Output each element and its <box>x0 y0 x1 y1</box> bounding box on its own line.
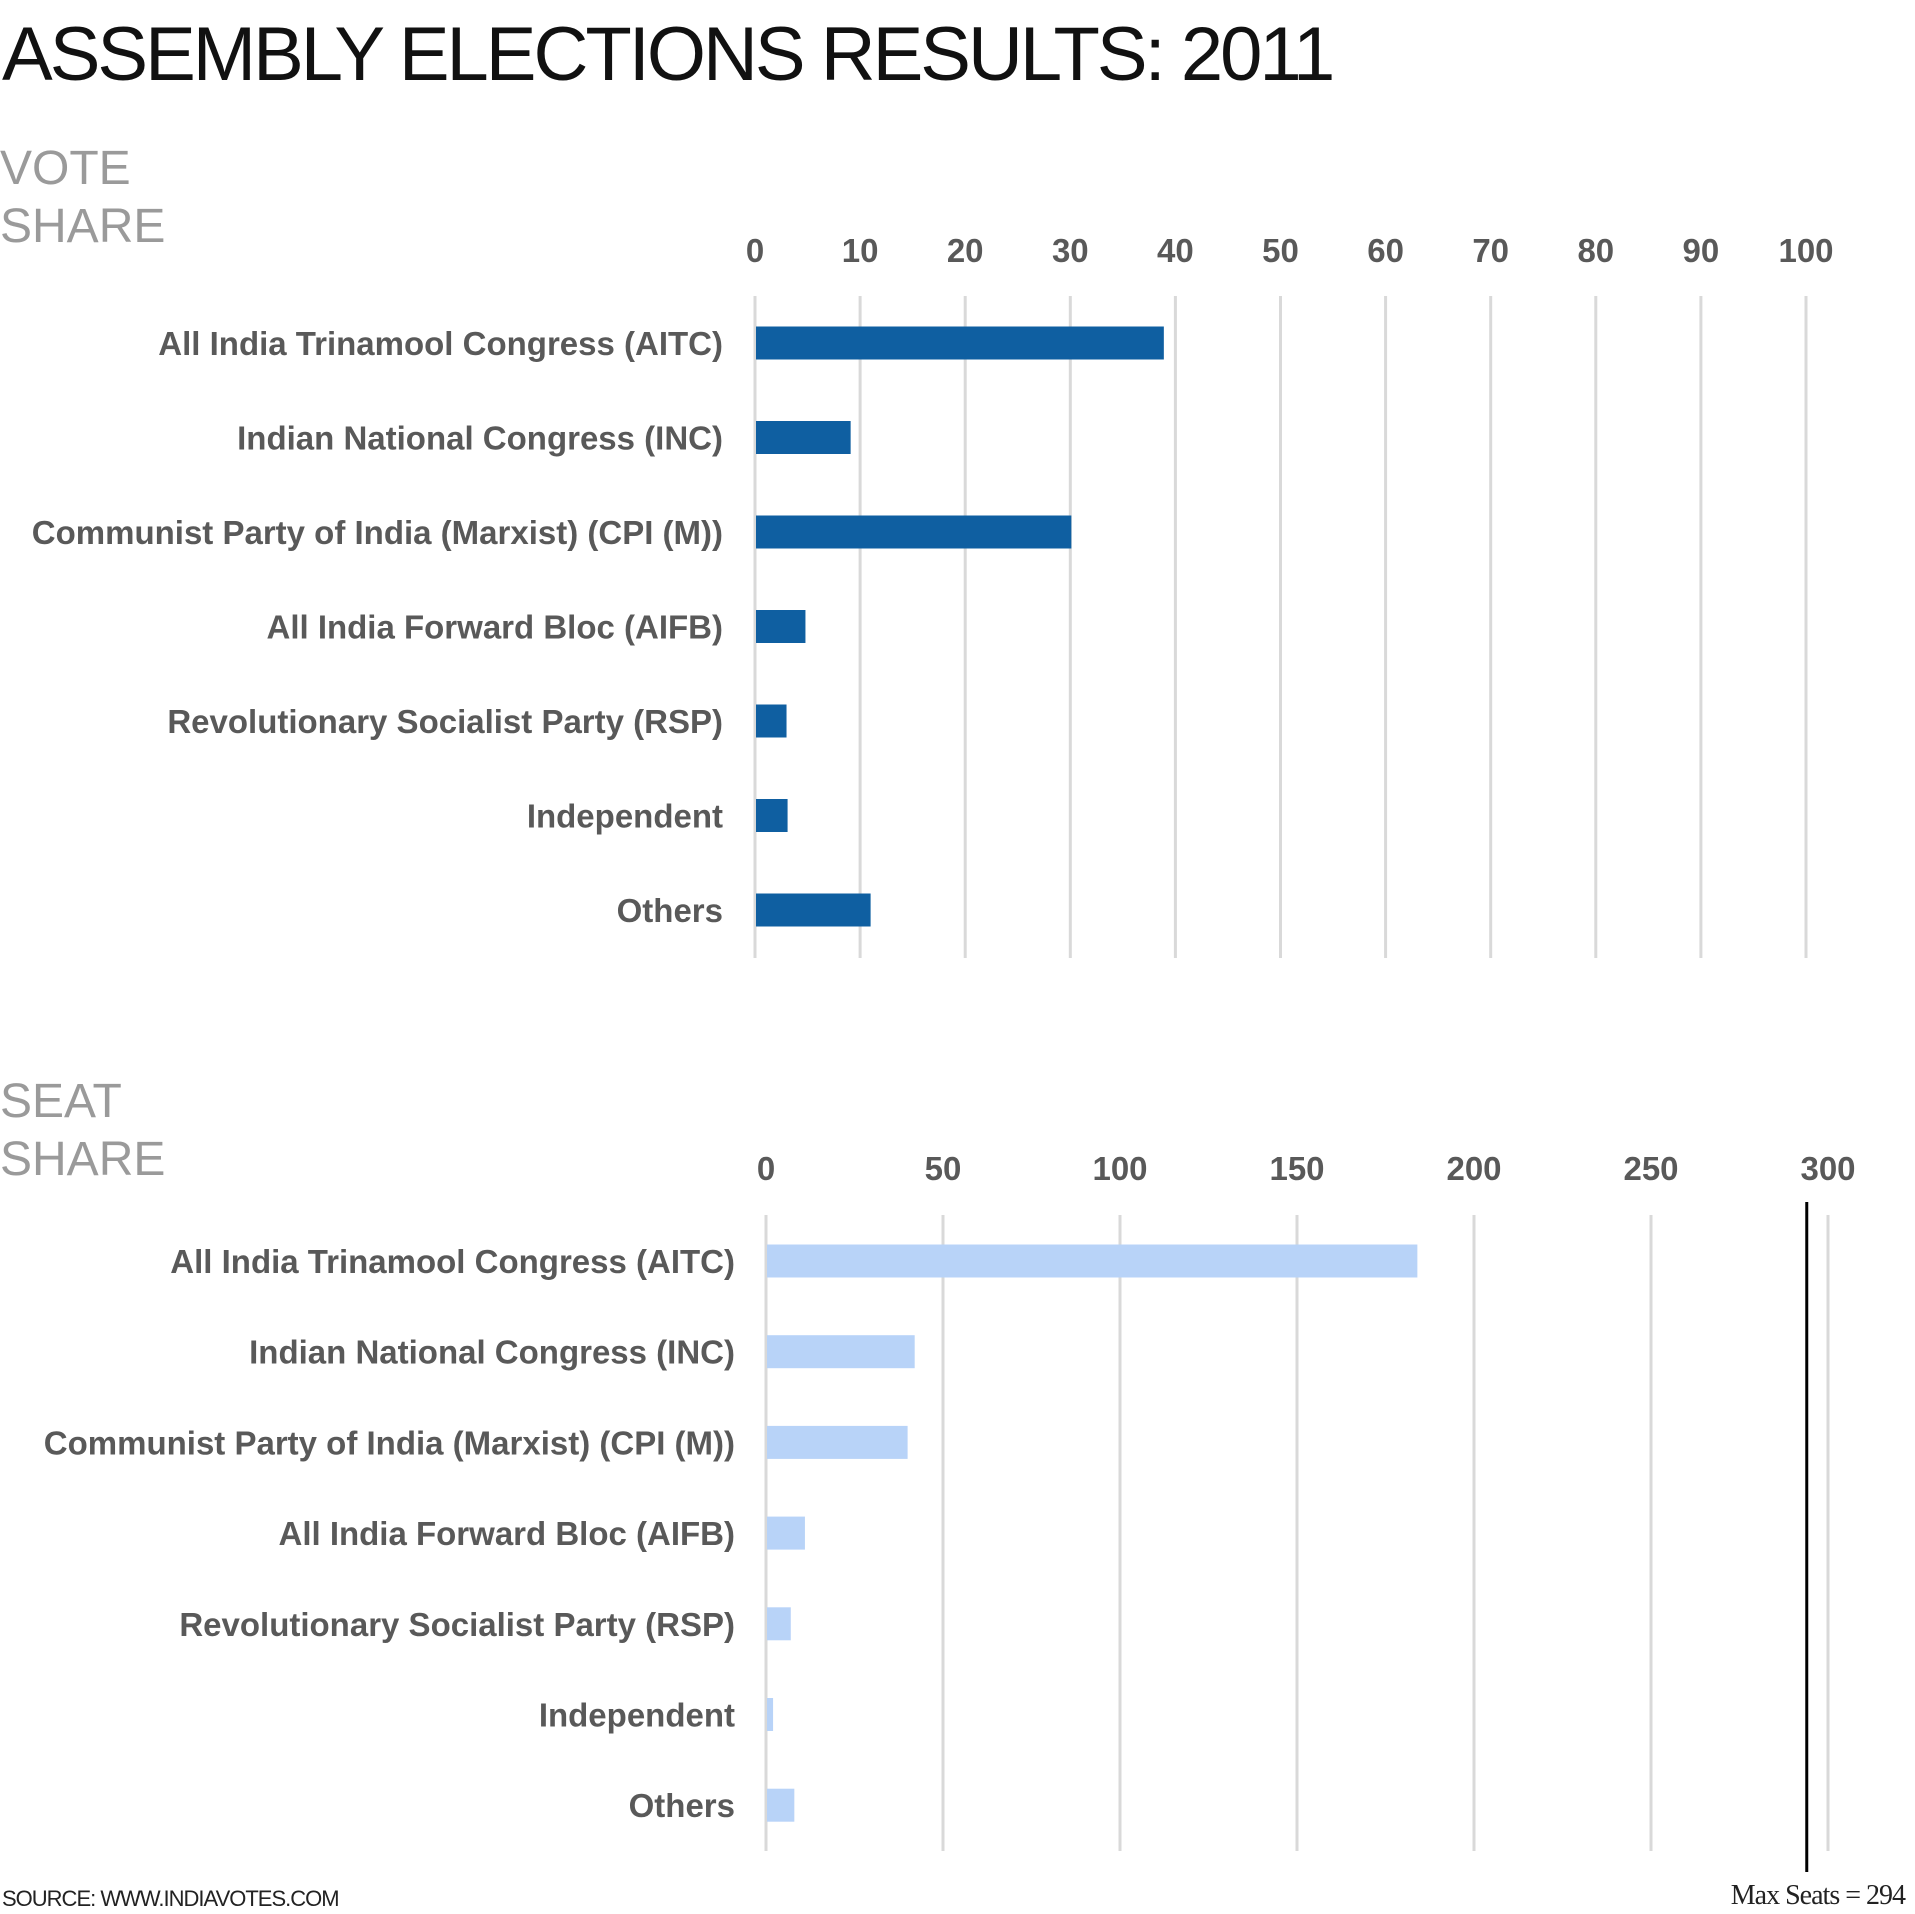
vote-category-label: Others <box>617 892 723 929</box>
seat-category-label: All India Trinamool Congress (AITC) <box>170 1243 735 1280</box>
seat-category-label: Independent <box>539 1697 735 1734</box>
vote-tick-label: 80 <box>1577 232 1614 269</box>
seat-category-label: Revolutionary Socialist Party (RSP) <box>179 1606 735 1643</box>
seat-tick-label: 300 <box>1800 1150 1855 1187</box>
page-title: ASSEMBLY ELECTIONS RESULTS: 2011 <box>2 12 1335 97</box>
vote-category-label: Indian National Congress (INC) <box>237 420 723 457</box>
vote-bar <box>756 893 871 927</box>
vote-bar <box>756 421 851 454</box>
seat-bar <box>767 1425 908 1459</box>
seat-tick-label: 0 <box>757 1150 775 1187</box>
vote-tick-label: 70 <box>1472 232 1509 269</box>
vote-tick-label: 50 <box>1262 232 1299 269</box>
seat-tick-label: 150 <box>1269 1150 1324 1187</box>
vote-tick-label: 20 <box>947 232 984 269</box>
seat-tick-label: 200 <box>1446 1150 1501 1187</box>
seat-heading-line2: SHARE <box>0 1133 166 1186</box>
seat-tick-label: 100 <box>1092 1150 1147 1187</box>
source-note: SOURCE: WWW.INDIAVOTES.COM <box>2 1886 340 1911</box>
vote-bar <box>756 610 806 643</box>
vote-tick-label: 0 <box>746 232 764 269</box>
vote-category-label: All India Trinamool Congress (AITC) <box>158 325 723 362</box>
vote-tick-label: 100 <box>1778 232 1833 269</box>
vote-category-label: Communist Party of India (Marxist) (CPI … <box>32 514 723 551</box>
seat-bar <box>767 1335 915 1369</box>
seat-bar <box>767 1698 774 1731</box>
vote-tick-label: 90 <box>1683 232 1720 269</box>
seat-category-label: Communist Party of India (Marxist) (CPI … <box>44 1424 735 1461</box>
seat-bar <box>767 1607 791 1641</box>
vote-tick-label: 60 <box>1367 232 1404 269</box>
vote-bar <box>756 704 787 738</box>
seat-tick-label: 250 <box>1623 1150 1678 1187</box>
vote-tick-label: 40 <box>1157 232 1194 269</box>
vote-bar <box>756 799 788 832</box>
seat-share-heading: SEAT SHARE <box>0 1073 165 1189</box>
vote-bar <box>756 326 1164 360</box>
seat-category-label: Indian National Congress (INC) <box>249 1334 735 1371</box>
seat-tick-label: 50 <box>925 1150 962 1187</box>
seat-bar <box>767 1788 795 1822</box>
seat-category-label: All India Forward Bloc (AIFB) <box>278 1515 735 1552</box>
seat-category-label: Others <box>629 1787 735 1824</box>
vote-bar <box>756 515 1072 549</box>
vote-heading-line1: VOTE <box>0 142 131 195</box>
vote-category-label: All India Forward Bloc (AIFB) <box>266 609 723 646</box>
seat-heading-line1: SEAT <box>0 1075 122 1128</box>
vote-category-label: Revolutionary Socialist Party (RSP) <box>167 703 723 740</box>
vote-tick-label: 10 <box>842 232 879 269</box>
seat-bar <box>767 1516 805 1550</box>
vote-category-label: Independent <box>527 798 723 835</box>
max-seats-note: Max Seats = 294 <box>1730 1880 1906 1911</box>
vote-share-chart: 0 10 20 30 40 50 60 70 80 90 100 All India Trinamoo… <box>32 232 1834 958</box>
vote-tick-label: 30 <box>1052 232 1089 269</box>
seat-bar <box>767 1244 1418 1278</box>
vote-heading-line2: SHARE <box>0 200 166 253</box>
vote-share-heading: VOTE SHARE <box>0 140 165 256</box>
